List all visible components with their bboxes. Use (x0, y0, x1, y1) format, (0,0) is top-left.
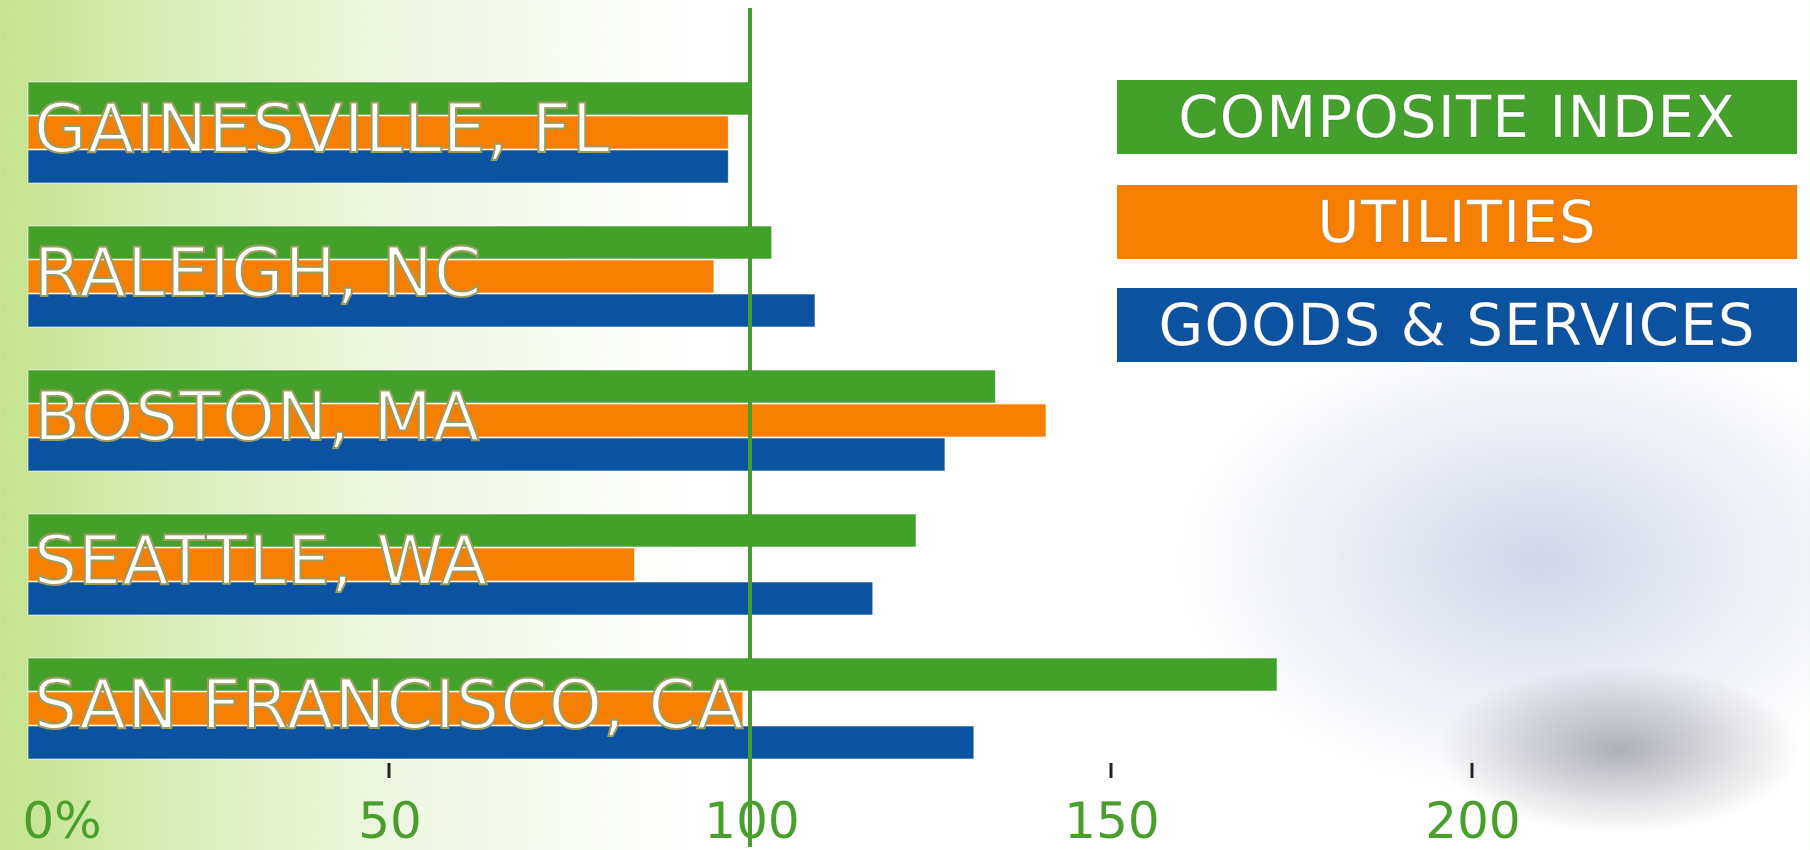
x-tick-label: 50 (358, 792, 422, 850)
x-tick-label: 200 (1425, 792, 1521, 850)
bar-goods-services-2 (27, 437, 946, 472)
bar-utilities-4 (27, 691, 744, 726)
bar-utilities-2 (27, 403, 1047, 438)
x-tick-label: 150 (1064, 792, 1160, 850)
bar-goods-services-0 (27, 149, 729, 184)
x-tick-label: 0% (22, 792, 102, 850)
legend-goods-services: GOODS & SERVICES (1117, 288, 1797, 362)
bar-composite-index-4 (27, 657, 1278, 692)
legend-label: UTILITIES (1317, 188, 1597, 257)
bar-utilities-1 (27, 259, 715, 294)
bar-goods-services-1 (27, 293, 816, 328)
bar-composite-index-1 (27, 225, 773, 260)
bar-composite-index-0 (27, 81, 751, 116)
legend-utilities: UTILITIES (1117, 185, 1797, 259)
bar-utilities-3 (27, 547, 635, 582)
bar-composite-index-2 (27, 369, 996, 404)
legend-label: COMPOSITE INDEX (1178, 83, 1736, 152)
x-tick-label: 100 (704, 792, 800, 850)
bar-goods-services-4 (27, 725, 975, 760)
bar-utilities-0 (27, 115, 729, 150)
legend-label: GOODS & SERVICES (1158, 291, 1756, 360)
bar-goods-services-3 (27, 581, 874, 616)
bar-composite-index-3 (27, 513, 917, 548)
legend-composite-index: COMPOSITE INDEX (1117, 80, 1797, 154)
